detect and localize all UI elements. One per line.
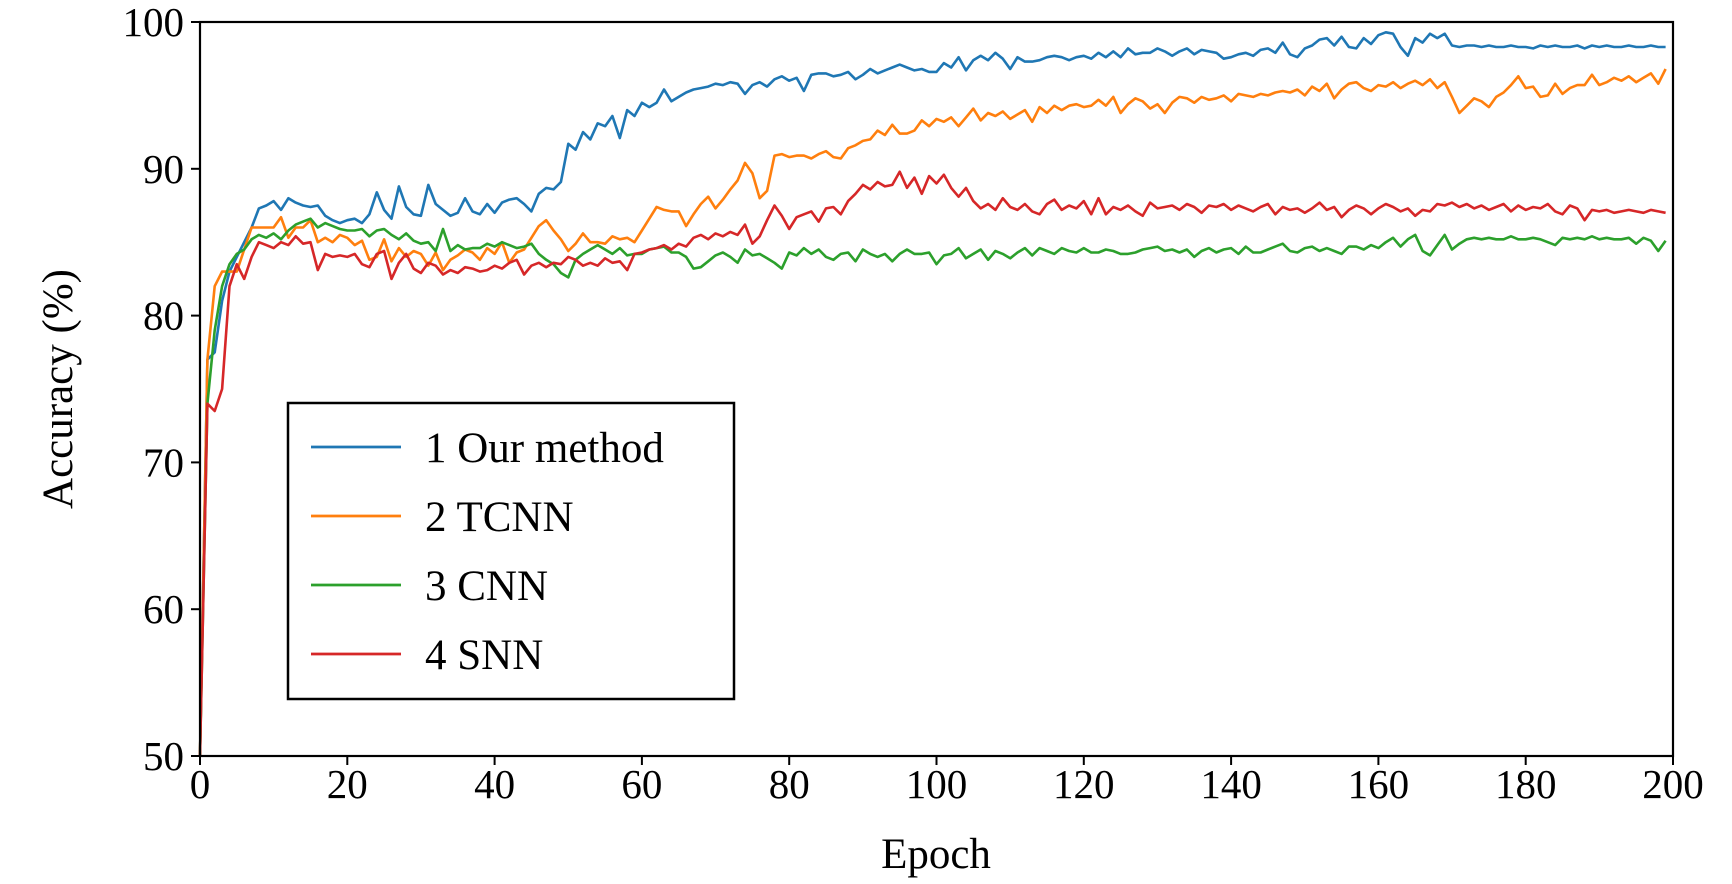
legend-label-2: 2 TCNN bbox=[425, 494, 574, 541]
x-tick-label: 160 bbox=[1348, 761, 1410, 807]
legend-items: 1 Our method 2 TCNN 3 CNN 4 SNN bbox=[311, 425, 664, 679]
x-axis-title: Epoch bbox=[881, 831, 991, 878]
x-tick-label: 80 bbox=[769, 761, 810, 807]
y-tick-label: 60 bbox=[143, 586, 184, 632]
x-tick-label: 40 bbox=[474, 761, 515, 807]
x-axis-ticks: 0 20 40 60 80 100 120 140 160 180 200 bbox=[190, 756, 1704, 807]
y-tick-label: 70 bbox=[143, 439, 184, 485]
x-tick-label: 20 bbox=[327, 761, 368, 807]
y-tick-label: 100 bbox=[123, 0, 185, 45]
y-tick-label: 90 bbox=[143, 146, 184, 192]
legend-label-3: 3 CNN bbox=[425, 563, 548, 610]
legend: 1 Our method 2 TCNN 3 CNN 4 SNN bbox=[286, 401, 736, 701]
x-tick-label: 0 bbox=[190, 761, 211, 807]
y-tick-label: 80 bbox=[143, 293, 184, 339]
series-layer bbox=[198, 30, 1667, 757]
series-line-1 bbox=[198, 30, 1666, 757]
y-axis-title: Accuracy (%) bbox=[35, 269, 82, 509]
series-line-3 bbox=[198, 217, 1667, 757]
y-axis-ticks: 50 60 70 80 90 100 bbox=[123, 0, 200, 779]
series-line-4 bbox=[198, 170, 1666, 757]
y-tick-label: 50 bbox=[143, 733, 184, 779]
legend-label-1: 1 Our method bbox=[425, 425, 664, 472]
x-tick-label: 180 bbox=[1495, 761, 1557, 807]
series-line-2 bbox=[198, 68, 1667, 757]
x-tick-label: 200 bbox=[1642, 761, 1704, 807]
x-tick-label: 60 bbox=[621, 761, 662, 807]
legend-box bbox=[286, 401, 736, 701]
x-tick-label: 120 bbox=[1053, 761, 1115, 807]
x-tick-label: 140 bbox=[1200, 761, 1262, 807]
legend-label-4: 4 SNN bbox=[425, 632, 543, 679]
x-tick-label: 100 bbox=[906, 761, 968, 807]
